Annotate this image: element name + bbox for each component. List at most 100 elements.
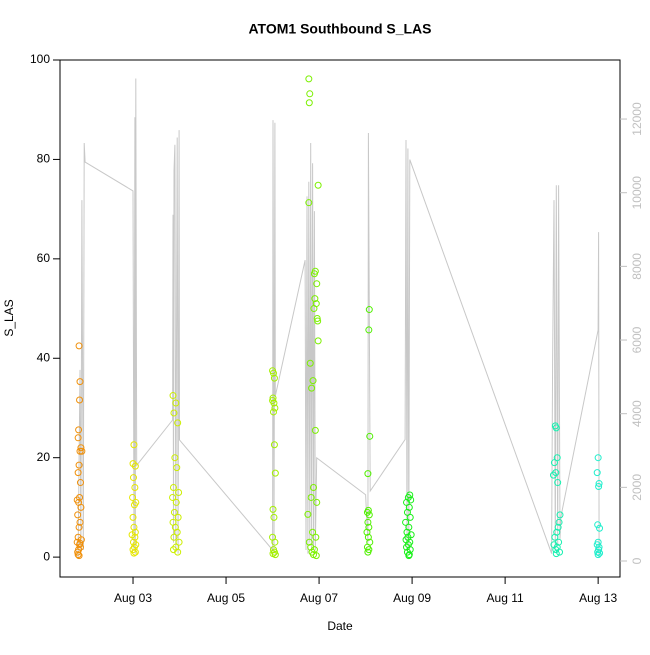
y-tick-label: 40 bbox=[37, 350, 51, 364]
scatter-point bbox=[74, 551, 82, 559]
y2-tick-label: 6000 bbox=[630, 326, 644, 353]
scatter-point bbox=[129, 474, 137, 482]
scatter-point bbox=[406, 513, 414, 521]
scatter-point bbox=[309, 528, 317, 536]
scatter-point bbox=[75, 523, 83, 531]
scatter-point bbox=[308, 384, 316, 392]
y2-tick-label: 12000 bbox=[630, 102, 644, 136]
scatter-point bbox=[596, 549, 604, 557]
y-tick-label: 80 bbox=[37, 152, 51, 166]
scatter-point bbox=[555, 518, 563, 526]
scatter-point bbox=[76, 447, 84, 455]
scatter-point bbox=[169, 493, 177, 501]
scatter-point bbox=[550, 459, 558, 467]
scatter-point bbox=[552, 550, 560, 558]
y-tick-label: 60 bbox=[37, 251, 51, 265]
scatter-point bbox=[311, 295, 319, 303]
scatter-point bbox=[270, 513, 278, 521]
scatter-point bbox=[312, 533, 320, 541]
y2-tick-label: 8000 bbox=[630, 253, 644, 280]
scatter-point bbox=[313, 498, 321, 506]
scatter-point bbox=[313, 280, 321, 288]
scatter-point bbox=[271, 551, 279, 559]
scatter-point bbox=[173, 528, 181, 536]
x-tick-label: Aug 09 bbox=[393, 591, 431, 605]
scatter-point bbox=[75, 342, 83, 350]
scatter-point bbox=[131, 484, 139, 492]
scatter-point bbox=[269, 369, 277, 377]
scatter-point bbox=[76, 539, 84, 547]
scatter-point bbox=[78, 447, 86, 455]
scatter-point bbox=[130, 523, 138, 531]
scatter-point bbox=[75, 426, 83, 434]
scatter-point bbox=[169, 392, 177, 400]
scatter-point bbox=[76, 479, 84, 487]
scatter-point bbox=[271, 538, 279, 546]
scatter-point bbox=[306, 359, 314, 367]
scatter-point bbox=[270, 399, 278, 407]
scatter-point bbox=[74, 548, 82, 556]
scatter-point bbox=[74, 469, 82, 477]
scatter-point bbox=[405, 552, 413, 560]
scatter-point bbox=[305, 538, 313, 546]
scatter-point bbox=[174, 513, 182, 521]
x-axis-label: Date bbox=[327, 619, 353, 633]
scatter-point bbox=[169, 484, 177, 492]
scatter-point bbox=[365, 326, 373, 334]
scatter-point bbox=[175, 488, 183, 496]
scatter-point bbox=[271, 404, 279, 412]
plot-box bbox=[59, 59, 621, 578]
x-tick-label: Aug 11 bbox=[487, 591, 524, 605]
scatter-point bbox=[174, 419, 182, 427]
scatter-point bbox=[365, 306, 373, 314]
series-line bbox=[77, 78, 600, 558]
scatter-point bbox=[310, 270, 318, 278]
scatter-point bbox=[363, 528, 371, 536]
scatter-point bbox=[365, 511, 373, 519]
scatter-point bbox=[549, 471, 557, 479]
scatter-point bbox=[170, 409, 178, 417]
scatter-point bbox=[172, 498, 180, 506]
scatter-point bbox=[306, 90, 314, 98]
y2-tick-label: 10000 bbox=[630, 176, 644, 210]
scatter-point bbox=[270, 374, 278, 382]
scatter-point bbox=[170, 533, 178, 541]
scatter-point bbox=[554, 479, 562, 487]
scatter-point bbox=[364, 533, 372, 541]
y2-tick-label: 0 bbox=[630, 557, 644, 564]
scatter-point bbox=[269, 505, 277, 513]
scatter-point bbox=[309, 484, 317, 492]
scatter-point bbox=[172, 399, 180, 407]
scatter-point bbox=[556, 511, 564, 519]
y-tick-label: 100 bbox=[30, 52, 50, 66]
scatter-point bbox=[76, 518, 84, 526]
x-tick-label: Aug 07 bbox=[300, 591, 338, 605]
scatter-point bbox=[595, 483, 603, 491]
scatter-point bbox=[170, 508, 178, 516]
scatter-point bbox=[594, 521, 602, 529]
y2-tick-label: 4000 bbox=[630, 400, 644, 427]
scatter-point bbox=[131, 548, 139, 556]
scatter-point bbox=[75, 552, 83, 560]
x-tick-label: Aug 03 bbox=[114, 591, 152, 605]
y-tick-label: 0 bbox=[43, 549, 50, 563]
scatter-point bbox=[129, 513, 137, 521]
y-axis-label: S_LAS bbox=[2, 299, 16, 336]
scatter-point bbox=[594, 454, 602, 462]
scatter-point bbox=[552, 424, 560, 432]
scatter-point bbox=[554, 523, 562, 531]
scatter-point bbox=[595, 480, 603, 488]
y-tick-label: 20 bbox=[37, 450, 51, 464]
scatter-point bbox=[305, 99, 313, 107]
scatter-point bbox=[130, 549, 138, 557]
scatter-point bbox=[311, 426, 319, 434]
scatter-point bbox=[364, 548, 372, 556]
scatter-point bbox=[310, 305, 318, 313]
scatter-point bbox=[314, 317, 322, 325]
scatter-point bbox=[173, 464, 181, 472]
scatter-point bbox=[129, 493, 137, 501]
x-tick-label: Aug 05 bbox=[207, 591, 245, 605]
scatter-point bbox=[131, 462, 139, 470]
